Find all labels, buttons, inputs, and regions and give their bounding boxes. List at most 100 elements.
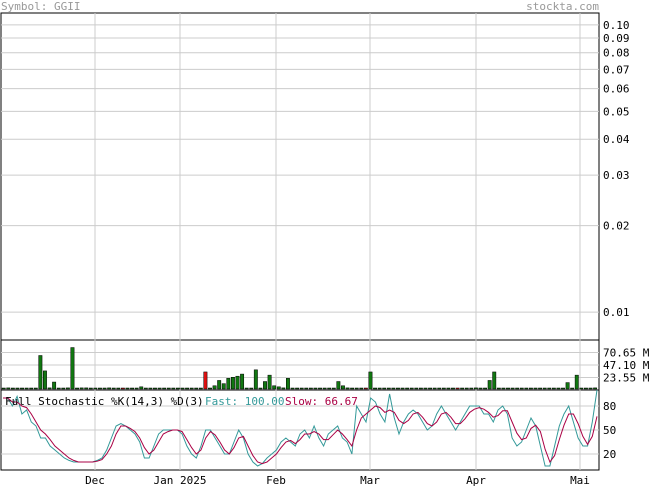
stochastic-fast-label: Fast: 100.00	[205, 395, 284, 408]
volume-bar	[107, 387, 112, 390]
volume-bar	[148, 387, 153, 390]
volume-bar	[276, 386, 281, 390]
volume-bar	[244, 387, 249, 390]
stochastic-slow-label: Slow: 66.67	[285, 395, 358, 408]
volume-bar	[428, 387, 432, 390]
x-tick-label: Jan 2025	[154, 474, 207, 486]
volume-bar	[547, 387, 552, 390]
volume-bar	[65, 387, 70, 390]
volume-bar	[47, 387, 52, 390]
volume-bar	[226, 378, 231, 390]
volume-bar	[501, 387, 506, 390]
volume-bar	[345, 387, 350, 390]
volume-bar	[515, 387, 520, 390]
volume-bar	[570, 387, 575, 390]
price-tick-label: 0.06	[603, 83, 630, 96]
volume-bar	[143, 387, 148, 390]
volume-bar	[308, 387, 313, 390]
slow-d-line	[3, 397, 598, 465]
volume-bar	[139, 386, 144, 390]
price-tick-label: 0.08	[603, 47, 630, 60]
volume-bar	[230, 377, 235, 390]
price-tick-label: 0.10	[603, 19, 630, 32]
volume-bar	[350, 387, 355, 390]
volume-bar	[469, 387, 474, 390]
stochastic-tick-label: 20	[603, 448, 616, 461]
volume-bar	[171, 387, 176, 390]
volume-bar	[299, 387, 304, 390]
volume-bar	[464, 387, 469, 390]
volume-bar	[295, 387, 300, 390]
volume-bar	[153, 387, 157, 390]
volume-bar	[318, 387, 322, 390]
volume-bar	[506, 387, 510, 390]
volume-tick-label: 47.10 M	[603, 359, 650, 372]
volume-bar	[496, 387, 501, 390]
volume-bar	[29, 387, 34, 390]
volume-bar	[483, 387, 488, 390]
price-tick-label: 0.05	[603, 105, 630, 118]
x-tick-label: Mai	[570, 474, 590, 486]
volume-bar	[221, 383, 226, 390]
volume-bar	[363, 387, 368, 390]
volume-bar	[258, 387, 263, 390]
volume-bar	[166, 387, 171, 390]
volume-bar	[359, 387, 364, 390]
volume-bar	[79, 387, 84, 390]
volume-bar	[437, 387, 442, 390]
price-tick-label: 0.03	[603, 169, 630, 182]
stochastic-tick-label: 50	[603, 424, 616, 437]
volume-bar	[70, 347, 75, 390]
volume-bar	[304, 387, 309, 390]
volume-bar	[533, 387, 538, 390]
volume-bar	[405, 387, 410, 390]
symbol-label: Symbol: GGII	[1, 0, 80, 13]
volume-bar	[382, 387, 387, 390]
volume-bar	[189, 387, 194, 390]
volume-bar	[203, 371, 208, 390]
volume-bar	[313, 387, 318, 390]
fast-k-line	[3, 389, 598, 467]
stochastic-title: Full Stochastic %K(14,3) %D(3)	[5, 395, 204, 408]
volume-bar	[373, 387, 377, 390]
price-tick-label: 0.01	[603, 306, 630, 319]
volume-bar	[249, 387, 254, 390]
volume-bar	[524, 387, 529, 390]
volume-bar	[162, 387, 167, 390]
price-tick-label: 0.07	[603, 63, 630, 76]
volume-bar	[519, 387, 524, 390]
volume-bar	[38, 355, 43, 390]
volume-bar	[396, 387, 400, 390]
stochastic-tick-label: 80	[603, 400, 616, 413]
volume-bar	[368, 371, 373, 390]
volume-bar	[6, 387, 11, 390]
volume-bar	[588, 387, 593, 390]
volume-bar	[194, 387, 199, 390]
volume-bar	[212, 385, 217, 390]
volume-bar	[290, 387, 295, 390]
volume-bars	[1, 340, 599, 390]
volume-bar	[574, 374, 579, 390]
volume-bar	[451, 387, 455, 390]
volume-bar	[331, 387, 336, 390]
volume-bar	[56, 387, 61, 390]
price-tick-label: 0.04	[603, 133, 630, 146]
volume-bar	[75, 387, 79, 390]
volume-bar	[441, 387, 446, 390]
volume-bar	[510, 387, 515, 390]
price-tick-label: 0.02	[603, 220, 630, 233]
volume-bar	[460, 387, 465, 390]
volume-bar	[20, 387, 24, 390]
stochastic-lines	[3, 389, 598, 467]
axis-labels: 0.100.09 0.08 0.07 0.06 0.05 0.04 0.03 0.02 0.01…	[85, 19, 650, 486]
volume-bar	[542, 387, 547, 390]
volume-bar	[84, 387, 89, 390]
volume-bar	[235, 375, 240, 390]
volume-bar	[272, 385, 277, 390]
volume-bar	[263, 381, 267, 390]
volume-bar	[120, 387, 125, 390]
volume-bar	[386, 387, 391, 390]
volume-bar	[52, 381, 57, 390]
volume-bar	[130, 387, 134, 390]
x-tick-label: Feb	[266, 474, 286, 486]
